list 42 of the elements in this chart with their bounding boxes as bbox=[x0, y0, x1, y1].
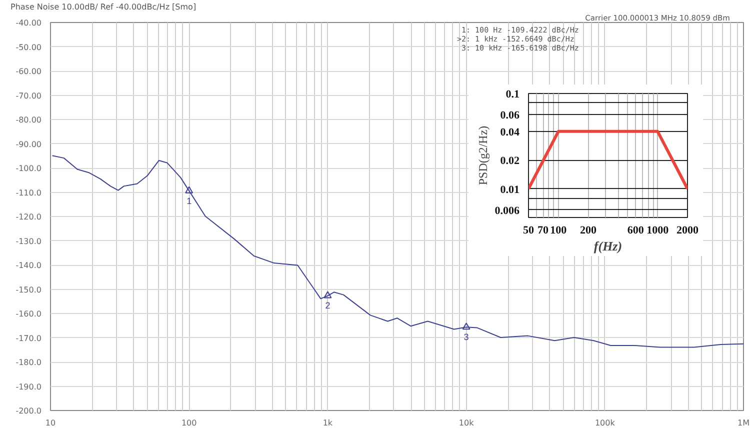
y-tick-label: -140.0 bbox=[16, 261, 42, 270]
x-tick-label: 1M bbox=[738, 418, 750, 428]
y-tick-label: -80.00 bbox=[16, 116, 42, 124]
y-tick-label: -180.0 bbox=[16, 358, 42, 367]
x-tick-label: 1k bbox=[322, 418, 333, 428]
y-tick-label: -160.0 bbox=[16, 310, 42, 318]
y-tick-label: -100.0 bbox=[16, 164, 42, 173]
y-tick-label: 0.04 bbox=[500, 126, 520, 138]
x-tick-label: 1000 bbox=[646, 224, 670, 236]
x-tick-label: 200 bbox=[580, 224, 598, 236]
y-tick-label: 0.06 bbox=[500, 110, 520, 122]
x-tick-label: 10k bbox=[458, 418, 474, 428]
x-tick-label: 600 bbox=[627, 224, 644, 236]
x-tick-label: 100k bbox=[594, 418, 616, 428]
y-tick-label: 0.01 bbox=[500, 184, 520, 196]
y-tick-label: -50.00 bbox=[16, 42, 42, 52]
y-tick-label: -110.0 bbox=[16, 188, 42, 198]
y-tick-label: -170.0 bbox=[16, 334, 42, 343]
y-tick-label: 0.02 bbox=[500, 155, 520, 168]
annotation: 3 bbox=[464, 332, 469, 342]
x-tick-label: 70 bbox=[538, 224, 550, 236]
annotation: 1 bbox=[186, 196, 192, 206]
chart-title: Phase Noise 10.00dB/ Ref -40.00dBc/Hz [Smo] bbox=[10, 2, 196, 12]
x-tick-label: 100 bbox=[550, 224, 568, 236]
x-tick-label: 100 bbox=[181, 418, 197, 428]
y-tick-label: -90.00 bbox=[16, 140, 42, 149]
x-tick-label: 10 bbox=[45, 418, 56, 428]
y-tick-label: -130.0 bbox=[16, 236, 42, 246]
y-tick-label: -120.0 bbox=[16, 212, 42, 222]
y-tick-label: -60.00 bbox=[16, 67, 42, 76]
y-tick-label: 0.006 bbox=[494, 204, 520, 217]
y-tick-label: 0.1 bbox=[506, 88, 520, 100]
y-tick-label: -150.0 bbox=[16, 285, 42, 294]
annotation: 2 bbox=[325, 300, 330, 311]
y-tick-label: -70.00 bbox=[16, 91, 42, 100]
y-tick-label: -190.0 bbox=[16, 382, 42, 392]
x-tick-label: 2000 bbox=[676, 224, 699, 236]
y-tick-label: -200.0 bbox=[16, 406, 42, 416]
x-tick-label: 50 bbox=[523, 224, 534, 236]
x-axis-title: f(Hz) bbox=[594, 238, 622, 254]
y-tick-label: -40.00 bbox=[16, 18, 42, 28]
y-axis-title: PSD(g2/Hz) bbox=[476, 126, 490, 186]
